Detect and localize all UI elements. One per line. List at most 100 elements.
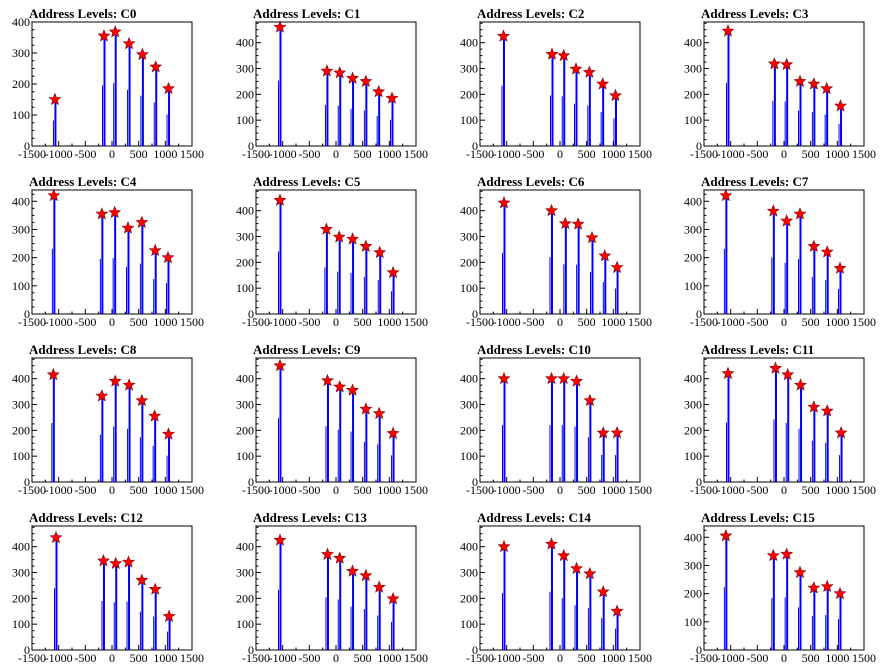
- x-tick-label: 1000: [377, 483, 401, 497]
- histogram-bar: [551, 54, 554, 146]
- peak-star-marker: [97, 554, 110, 567]
- x-tick-label: 0: [109, 147, 115, 161]
- x-tick-label: 1000: [825, 147, 849, 161]
- y-tick-label: 100: [684, 113, 702, 127]
- x-tick-label: 500: [578, 315, 596, 329]
- y-tick-label: 100: [684, 279, 702, 293]
- histogram-bar: [141, 54, 144, 146]
- panel-title: Address Levels: C0: [29, 6, 136, 21]
- chart-panel: Address Levels: C2 0 100 200 300 400 -1500 -100…: [448, 0, 672, 168]
- panel-title: Address Levels: C12: [29, 510, 143, 525]
- x-tick-label: -1500: [466, 651, 494, 665]
- histogram-bar: [141, 580, 144, 650]
- x-tick-label: -500: [522, 483, 544, 497]
- panel-title: Address Levels: C8: [29, 342, 137, 357]
- peak-star-marker: [610, 426, 624, 439]
- peak-star-marker: [571, 217, 585, 230]
- histogram-bar: [550, 378, 553, 482]
- y-tick-label: 100: [236, 449, 254, 463]
- y-tick-label: 300: [12, 566, 30, 580]
- y-tick-label: 200: [236, 255, 254, 269]
- chart-panel: Address Levels: C13 0 100 200 300 400 -1500 -10…: [224, 504, 448, 672]
- histogram-bar: [503, 546, 506, 650]
- peak-star-marker: [108, 25, 122, 38]
- x-tick-label: 1000: [153, 483, 177, 497]
- x-tick-label: 500: [130, 315, 148, 329]
- y-tick-label: 400: [236, 540, 254, 554]
- peak-star-marker: [719, 529, 733, 542]
- chart-panel: Address Levels: C12 0 100 200 300 400 -1500 -10…: [0, 504, 224, 672]
- x-tick-label: 1000: [377, 315, 401, 329]
- histogram-bar: [102, 560, 105, 650]
- x-tick-label: -1000: [493, 315, 521, 329]
- x-tick-label: -1000: [45, 315, 73, 329]
- y-tick-label: 300: [684, 558, 702, 572]
- chart-svg: Address Levels: C12 0 100 200 300 400 -1500-10…: [12, 510, 204, 665]
- x-tick-label: -500: [74, 483, 96, 497]
- peak-star-marker: [833, 586, 847, 600]
- panel-title: Address Levels: C5: [253, 174, 361, 189]
- peak-star-marker: [373, 245, 387, 259]
- chart-svg: Address Levels: C2 0 100 200 300 400 -1500-100…: [460, 6, 652, 161]
- peak-star-marker: [807, 239, 821, 252]
- panel-title: Address Levels: C3: [701, 6, 809, 21]
- peak-star-marker: [346, 564, 359, 577]
- y-tick-label: 400: [684, 194, 702, 208]
- y-tick-label: 100: [12, 279, 30, 293]
- y-tick-label: 0: [696, 139, 702, 153]
- histogram-bar: [352, 239, 355, 314]
- histogram-bar: [101, 395, 104, 482]
- peak-star-marker: [596, 585, 610, 598]
- y-tick-label: 400: [460, 204, 478, 218]
- panel-title: Address Levels: C2: [477, 6, 584, 21]
- histogram-bar: [616, 267, 619, 314]
- x-tick-label: 1000: [825, 651, 849, 665]
- histogram-bar: [365, 409, 368, 482]
- peak-star-marker: [793, 74, 807, 87]
- y-tick-label: 0: [472, 643, 478, 657]
- peak-star-marker: [610, 604, 624, 617]
- y-tick-label: 200: [684, 423, 702, 437]
- y-tick-label: 0: [248, 139, 254, 153]
- histogram-bar: [338, 237, 341, 314]
- y-tick-label: 400: [460, 540, 478, 554]
- y-tick-label: 300: [236, 230, 254, 244]
- peak-star-marker: [149, 60, 163, 73]
- y-tick-label: 200: [12, 251, 30, 265]
- histogram-bar: [774, 368, 777, 482]
- histogram-bar: [772, 555, 775, 650]
- chart-svg: Address Levels: C7 0 100 200 300 400 -1500-100…: [684, 174, 876, 329]
- histogram-bar: [840, 432, 843, 482]
- histogram-bar: [563, 555, 566, 650]
- histogram-bar: [378, 587, 381, 650]
- histogram-bar: [378, 91, 381, 146]
- histogram-bar: [54, 99, 57, 146]
- peak-star-marker: [46, 367, 60, 381]
- peak-star-marker: [834, 426, 848, 439]
- peak-star-marker: [598, 249, 612, 262]
- peak-star-marker: [273, 358, 287, 372]
- chart-panel: Address Levels: C5 0 100 200 300 400 -1500 -100…: [224, 168, 448, 336]
- peak-star-marker: [372, 85, 386, 98]
- histogram-bar: [826, 252, 829, 314]
- x-tick-label: -1500: [466, 315, 494, 329]
- x-tick-label: 0: [109, 483, 115, 497]
- x-tick-label: 500: [578, 147, 596, 161]
- peak-star-marker: [95, 389, 109, 402]
- panel-title: Address Levels: C13: [253, 510, 367, 525]
- y-tick-label: 0: [24, 307, 30, 321]
- chart-svg: Address Levels: C13 0 100 200 300 400 -1500-10…: [236, 510, 428, 665]
- histogram-bar: [616, 432, 619, 482]
- x-tick-label: 0: [333, 147, 339, 161]
- peak-star-marker: [148, 409, 162, 422]
- histogram-bar: [772, 211, 775, 314]
- chart-svg: Address Levels: C0 0 100 200 300 400 -1500-100…: [12, 6, 204, 161]
- peak-star-marker: [610, 260, 624, 274]
- y-tick-label: 300: [684, 222, 702, 236]
- histogram-bar: [114, 31, 117, 147]
- y-tick-label: 400: [12, 15, 30, 29]
- histogram-bar: [602, 84, 605, 146]
- peak-star-marker: [719, 188, 733, 202]
- peak-star-marker: [332, 230, 346, 243]
- x-tick-label: 0: [333, 651, 339, 665]
